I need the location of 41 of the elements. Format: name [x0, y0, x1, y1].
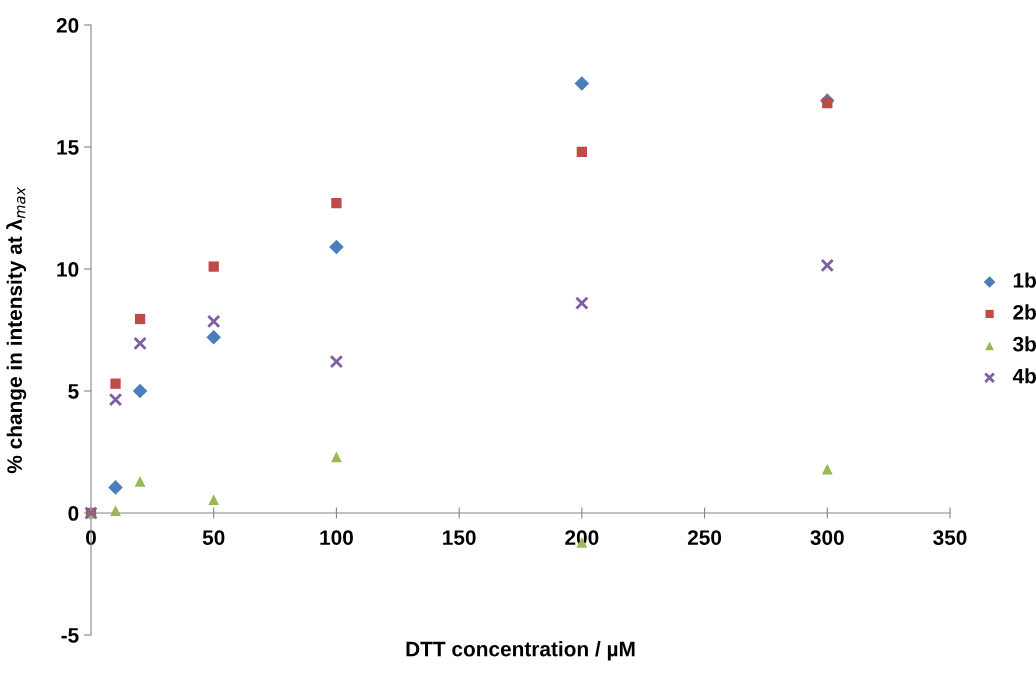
- point: [208, 494, 220, 505]
- point: [132, 383, 148, 399]
- point: [329, 239, 344, 255]
- x-tick-label: 350: [933, 530, 967, 545]
- point: [331, 197, 342, 209]
- legend-label: 3b: [1012, 336, 1036, 352]
- point: [206, 330, 221, 345]
- point: [329, 354, 344, 369]
- point: [208, 261, 219, 272]
- y-tick-label: 10: [57, 262, 79, 277]
- point: [206, 314, 221, 329]
- x-tick-label: 150: [443, 530, 476, 545]
- x-tick-label: 300: [810, 530, 844, 545]
- y-tick-label: -5: [61, 628, 79, 643]
- point: [108, 392, 123, 407]
- point: [108, 480, 123, 495]
- point: [820, 258, 835, 273]
- y-tick-label: 20: [56, 18, 79, 33]
- point: [134, 475, 146, 487]
- point: [821, 463, 833, 475]
- y-tick-label: 5: [68, 384, 79, 399]
- legend-label: 1b: [1013, 272, 1036, 288]
- y-axis-title: % change in intensity at λ$_{max}$: [6, 186, 27, 474]
- legend-label: 2b: [1013, 304, 1036, 320]
- point: [110, 378, 121, 389]
- point: [575, 296, 589, 310]
- point: [133, 336, 147, 351]
- y-tick-label: 15: [57, 140, 79, 155]
- y-tick-label: 0: [68, 506, 79, 521]
- point: [574, 76, 590, 91]
- point: [576, 146, 588, 158]
- point: [822, 97, 833, 109]
- point: [110, 505, 121, 516]
- point: [331, 451, 342, 463]
- legend-label: 4b: [1012, 368, 1036, 384]
- point: [134, 313, 146, 325]
- x-tick-label: 100: [320, 530, 353, 545]
- x-axis-title: DTT concentration / µM: [406, 641, 635, 661]
- x-tick-label: 0: [86, 530, 96, 545]
- x-tick-label: 250: [687, 530, 722, 545]
- x-tick-label: 50: [202, 530, 225, 545]
